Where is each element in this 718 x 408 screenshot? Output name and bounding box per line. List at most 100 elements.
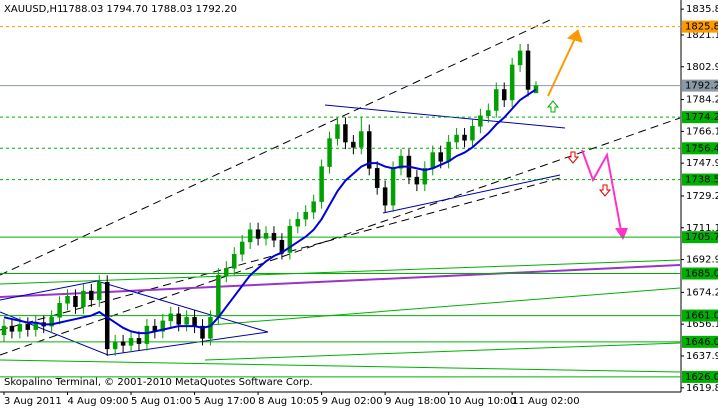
candle-body [295, 218, 301, 227]
down-signal [598, 184, 612, 197]
candle-body [224, 268, 229, 276]
y-tick-label: 1674.25 [686, 287, 718, 298]
triangle-line [382, 174, 561, 214]
candle-body [287, 225, 293, 253]
candle-body [525, 50, 531, 90]
candle-body [462, 134, 467, 141]
candle-body [390, 168, 396, 206]
candle-body [25, 324, 31, 330]
fan-line [0, 259, 681, 285]
candle-body [1, 325, 7, 336]
y-tick-label: 1619.8 [686, 383, 718, 394]
y-tick-label: 1711.10 [686, 223, 718, 234]
candle-body [97, 282, 102, 301]
candle-body [271, 232, 277, 241]
candle-body [57, 303, 62, 318]
y-tick-label: 1784.25 [686, 95, 718, 106]
candle-body [232, 253, 237, 269]
x-tick-label: 5 Aug 01:00 [131, 396, 192, 407]
level-box [682, 267, 718, 280]
candle-body [160, 320, 166, 332]
x-tick-label: 3 Aug 2011 [4, 396, 62, 407]
level-box [682, 335, 718, 348]
level-label: 1756.44 [685, 143, 718, 154]
y-tick-label: 1656.10 [686, 319, 718, 330]
candle-body [430, 152, 436, 169]
candle-body [49, 317, 54, 327]
candle-body [422, 168, 428, 185]
y-tick-label: 1835.85 [686, 4, 718, 15]
y-tick-label: 1766.10 [686, 126, 718, 137]
candle-body [208, 317, 213, 339]
level-label: 1825.85 [685, 22, 718, 33]
candle-body [446, 141, 451, 162]
candle-body [216, 275, 221, 318]
candle-body [509, 64, 515, 101]
x-tick-label: 11 Aug 02:00 [512, 396, 579, 407]
candle-body [343, 124, 348, 143]
x-tick-label: 9 Aug 18:00 [385, 396, 446, 407]
candle-body [335, 124, 340, 139]
level-box [682, 142, 718, 155]
candle-body [17, 324, 23, 332]
candle-body [168, 313, 173, 322]
candle-body [382, 187, 388, 206]
chart-title: XAUUSD,H1 [4, 4, 63, 15]
candle-body [120, 341, 126, 346]
down-signal [566, 151, 580, 164]
x-tick-label: 10 Aug 10:00 [449, 396, 516, 407]
candle-body [366, 131, 372, 169]
candle-body [351, 141, 356, 148]
forecast-arrow [581, 149, 623, 237]
candle-body [9, 325, 15, 332]
level-box [682, 20, 718, 33]
y-tick-label: 1821.10 [686, 30, 718, 41]
y-tick-label: 1637.95 [686, 351, 718, 362]
fan-line [209, 287, 681, 326]
candle-body [200, 325, 205, 339]
candle-body [144, 325, 150, 344]
candle-body [517, 50, 523, 66]
level-label: 1646.00 [685, 337, 718, 348]
candle-body [470, 126, 475, 141]
candle-body [533, 85, 539, 94]
fan-line [204, 342, 681, 361]
candle-body [255, 229, 261, 239]
level-box [682, 370, 718, 383]
level-label: 1705.73 [685, 232, 718, 243]
candle-body [192, 317, 197, 327]
triangle-line [324, 104, 566, 129]
candle-body [303, 211, 308, 220]
candle-body [81, 290, 86, 308]
triangle [0, 280, 269, 356]
candle-body [359, 131, 364, 148]
channel-line [0, 19, 551, 276]
level-box [682, 111, 718, 124]
candle-body [184, 317, 189, 325]
candle-body [311, 201, 316, 213]
level-label: 1774.21 [685, 112, 718, 123]
x-tick-label: 9 Aug 02:00 [322, 396, 383, 407]
candle-body [247, 229, 253, 243]
candle-body [374, 168, 380, 188]
level-label: 1685.00 [685, 269, 718, 280]
level-box [682, 309, 718, 322]
candle-body [478, 115, 483, 127]
level-box [682, 79, 718, 92]
level-label: 1792.20 [685, 81, 718, 92]
x-tick-label: 4 Aug 09:00 [68, 396, 129, 407]
arrow-head [615, 228, 628, 240]
candle-body [65, 296, 70, 304]
level-label: 1626.00 [685, 372, 718, 383]
arrow-head [566, 29, 583, 43]
y-tick-label: 1747.95 [686, 158, 718, 169]
up-signal [546, 100, 560, 113]
moving-average [3, 88, 537, 335]
x-tick-label: 5 Aug 17:00 [195, 396, 256, 407]
candle-body [136, 338, 142, 344]
candle-body [327, 138, 332, 167]
level-box [682, 231, 718, 244]
candle-body [89, 290, 94, 301]
candle-body [438, 152, 443, 162]
